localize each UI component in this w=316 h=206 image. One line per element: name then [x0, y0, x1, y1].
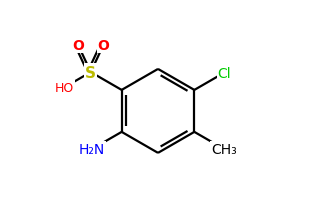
- Text: CH₃: CH₃: [211, 142, 237, 156]
- Text: O: O: [98, 39, 109, 53]
- Text: S: S: [85, 65, 96, 80]
- Text: Cl: Cl: [217, 66, 231, 80]
- Text: O: O: [72, 39, 84, 53]
- Text: HO: HO: [55, 81, 74, 94]
- Text: H₂N: H₂N: [79, 142, 105, 156]
